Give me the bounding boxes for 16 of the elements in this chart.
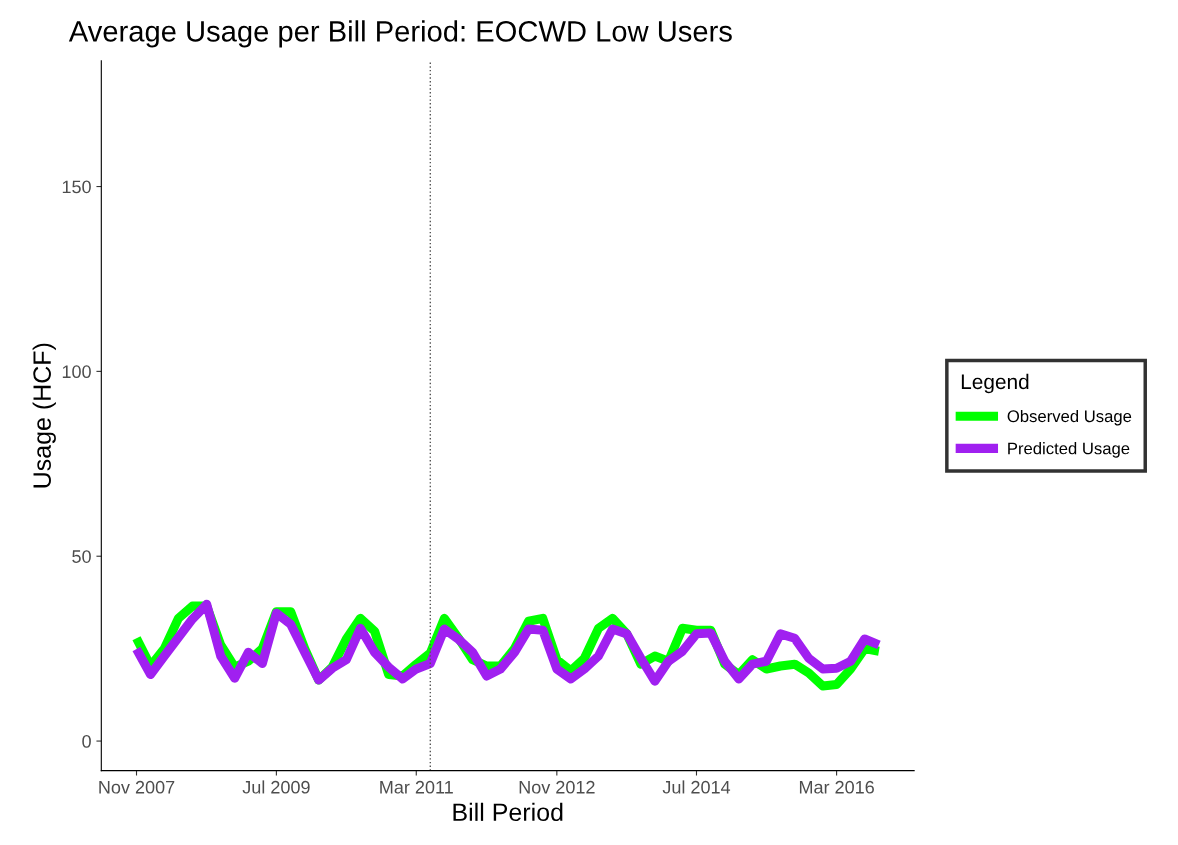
chart-title: Average Usage per Bill Period: EOCWD Low Users	[68, 20, 732, 48]
y-tick-label: 50	[72, 550, 91, 563]
x-tick-label: Mar 2011	[380, 780, 453, 794]
x-tick-label: Nov 2012	[519, 780, 595, 794]
y-tick-label: 0	[82, 735, 91, 748]
y-tick-label: 100	[62, 365, 91, 379]
y-axis-title: Usage (HCF)	[32, 343, 56, 488]
x-tick-label: Jul 2009	[242, 780, 310, 794]
legend-label: Observed Usage	[1007, 409, 1132, 426]
legend-label: Predicted Usage	[1008, 442, 1130, 458]
x-tick-label: Nov 2007	[99, 780, 175, 794]
x-tick-label: Jul 2014	[662, 780, 731, 794]
y-tick-label: 150	[62, 180, 91, 194]
x-axis-title: Bill Period	[453, 802, 563, 822]
legend-title: Legend	[961, 373, 1029, 394]
x-tick-label: Mar 2016	[799, 780, 874, 794]
